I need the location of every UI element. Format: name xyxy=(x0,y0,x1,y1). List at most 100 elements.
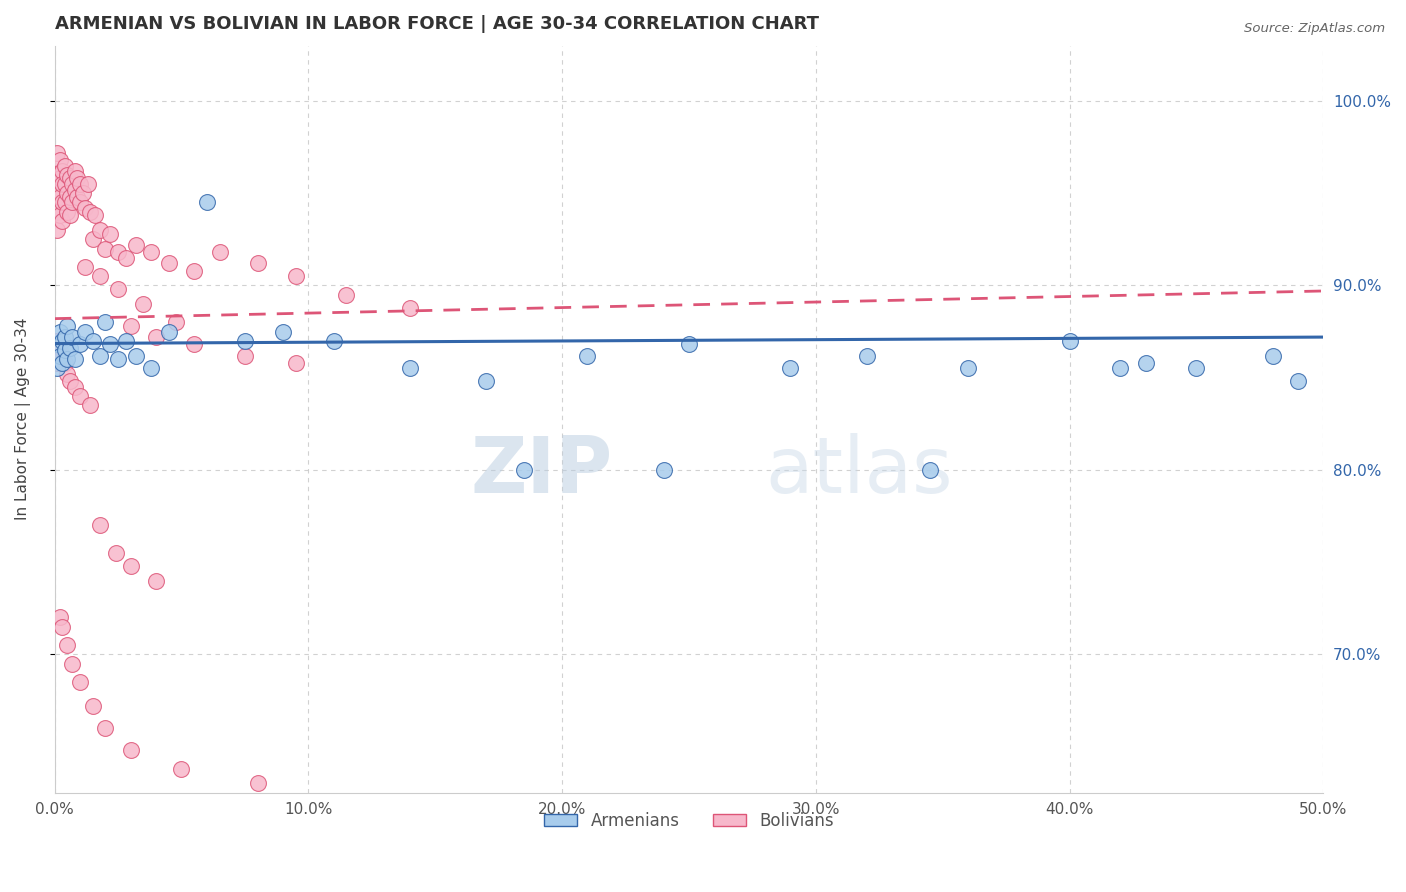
Point xyxy=(76,177,98,191)
Point xyxy=(48,190,70,204)
Point xyxy=(208,245,231,260)
Point xyxy=(69,177,91,191)
Point xyxy=(66,171,89,186)
Point xyxy=(120,318,142,333)
Point xyxy=(1109,361,1132,376)
Point xyxy=(51,349,73,363)
Point xyxy=(60,657,83,671)
Point xyxy=(84,208,107,222)
Point xyxy=(60,330,83,344)
Point xyxy=(94,721,117,735)
Point xyxy=(56,318,79,333)
Point xyxy=(73,201,96,215)
Point xyxy=(82,698,104,713)
Text: ARMENIAN VS BOLIVIAN IN LABOR FORCE | AGE 30-34 CORRELATION CHART: ARMENIAN VS BOLIVIAN IN LABOR FORCE | AG… xyxy=(55,15,818,33)
Point xyxy=(51,164,73,178)
Point xyxy=(56,638,79,652)
Point xyxy=(1261,349,1284,363)
Point xyxy=(46,223,69,237)
Point xyxy=(72,186,94,201)
Point xyxy=(63,352,86,367)
Point xyxy=(69,195,91,210)
Point xyxy=(183,337,205,351)
Point xyxy=(46,334,69,348)
Point xyxy=(120,743,142,757)
Point xyxy=(100,337,122,351)
Y-axis label: In Labor Force | Age 30-34: In Labor Force | Age 30-34 xyxy=(15,318,31,520)
Point xyxy=(139,245,162,260)
Point xyxy=(53,159,76,173)
Point xyxy=(51,195,73,210)
Point xyxy=(53,195,76,210)
Point xyxy=(46,168,69,182)
Point xyxy=(56,204,79,219)
Point xyxy=(73,260,96,274)
Point xyxy=(94,242,117,256)
Point xyxy=(89,349,111,363)
Point xyxy=(107,352,129,367)
Point xyxy=(139,361,162,376)
Point xyxy=(46,145,69,160)
Point xyxy=(94,315,117,329)
Point xyxy=(82,334,104,348)
Point xyxy=(51,177,73,191)
Point xyxy=(53,330,76,344)
Text: ZIP: ZIP xyxy=(471,434,613,509)
Point xyxy=(576,349,599,363)
Point xyxy=(60,195,83,210)
Point xyxy=(145,330,167,344)
Point xyxy=(51,356,73,370)
Point xyxy=(48,610,70,624)
Text: Source: ZipAtlas.com: Source: ZipAtlas.com xyxy=(1244,22,1385,36)
Point xyxy=(59,171,82,186)
Point xyxy=(63,182,86,196)
Point xyxy=(82,232,104,246)
Point xyxy=(46,182,69,196)
Point xyxy=(51,620,73,634)
Point xyxy=(233,334,256,348)
Point xyxy=(48,171,70,186)
Point xyxy=(157,256,180,270)
Point xyxy=(398,301,420,315)
Point xyxy=(145,574,167,588)
Point xyxy=(63,380,86,394)
Point xyxy=(48,343,70,357)
Point xyxy=(107,245,129,260)
Point xyxy=(51,334,73,348)
Point xyxy=(678,337,700,351)
Point xyxy=(170,762,193,776)
Point xyxy=(73,325,96,339)
Point xyxy=(51,214,73,228)
Point xyxy=(46,361,69,376)
Point xyxy=(335,287,357,301)
Point xyxy=(1286,375,1309,389)
Point xyxy=(779,361,801,376)
Point xyxy=(59,341,82,355)
Point xyxy=(69,337,91,351)
Point xyxy=(107,282,129,296)
Legend: Armenians, Bolivians: Armenians, Bolivians xyxy=(537,805,841,837)
Point xyxy=(233,349,256,363)
Point xyxy=(53,356,76,370)
Point xyxy=(79,398,101,412)
Point xyxy=(513,463,536,477)
Point xyxy=(53,343,76,357)
Point xyxy=(48,325,70,339)
Point xyxy=(59,190,82,204)
Point xyxy=(104,546,127,560)
Point xyxy=(284,269,307,284)
Point xyxy=(195,195,218,210)
Point xyxy=(157,325,180,339)
Text: atlas: atlas xyxy=(765,434,952,509)
Point xyxy=(271,325,294,339)
Point xyxy=(48,349,70,363)
Point xyxy=(46,337,69,351)
Point xyxy=(957,361,980,376)
Point xyxy=(53,177,76,191)
Point xyxy=(855,349,877,363)
Point xyxy=(475,375,498,389)
Point xyxy=(183,263,205,277)
Point xyxy=(398,361,420,376)
Point xyxy=(114,334,136,348)
Point xyxy=(46,204,69,219)
